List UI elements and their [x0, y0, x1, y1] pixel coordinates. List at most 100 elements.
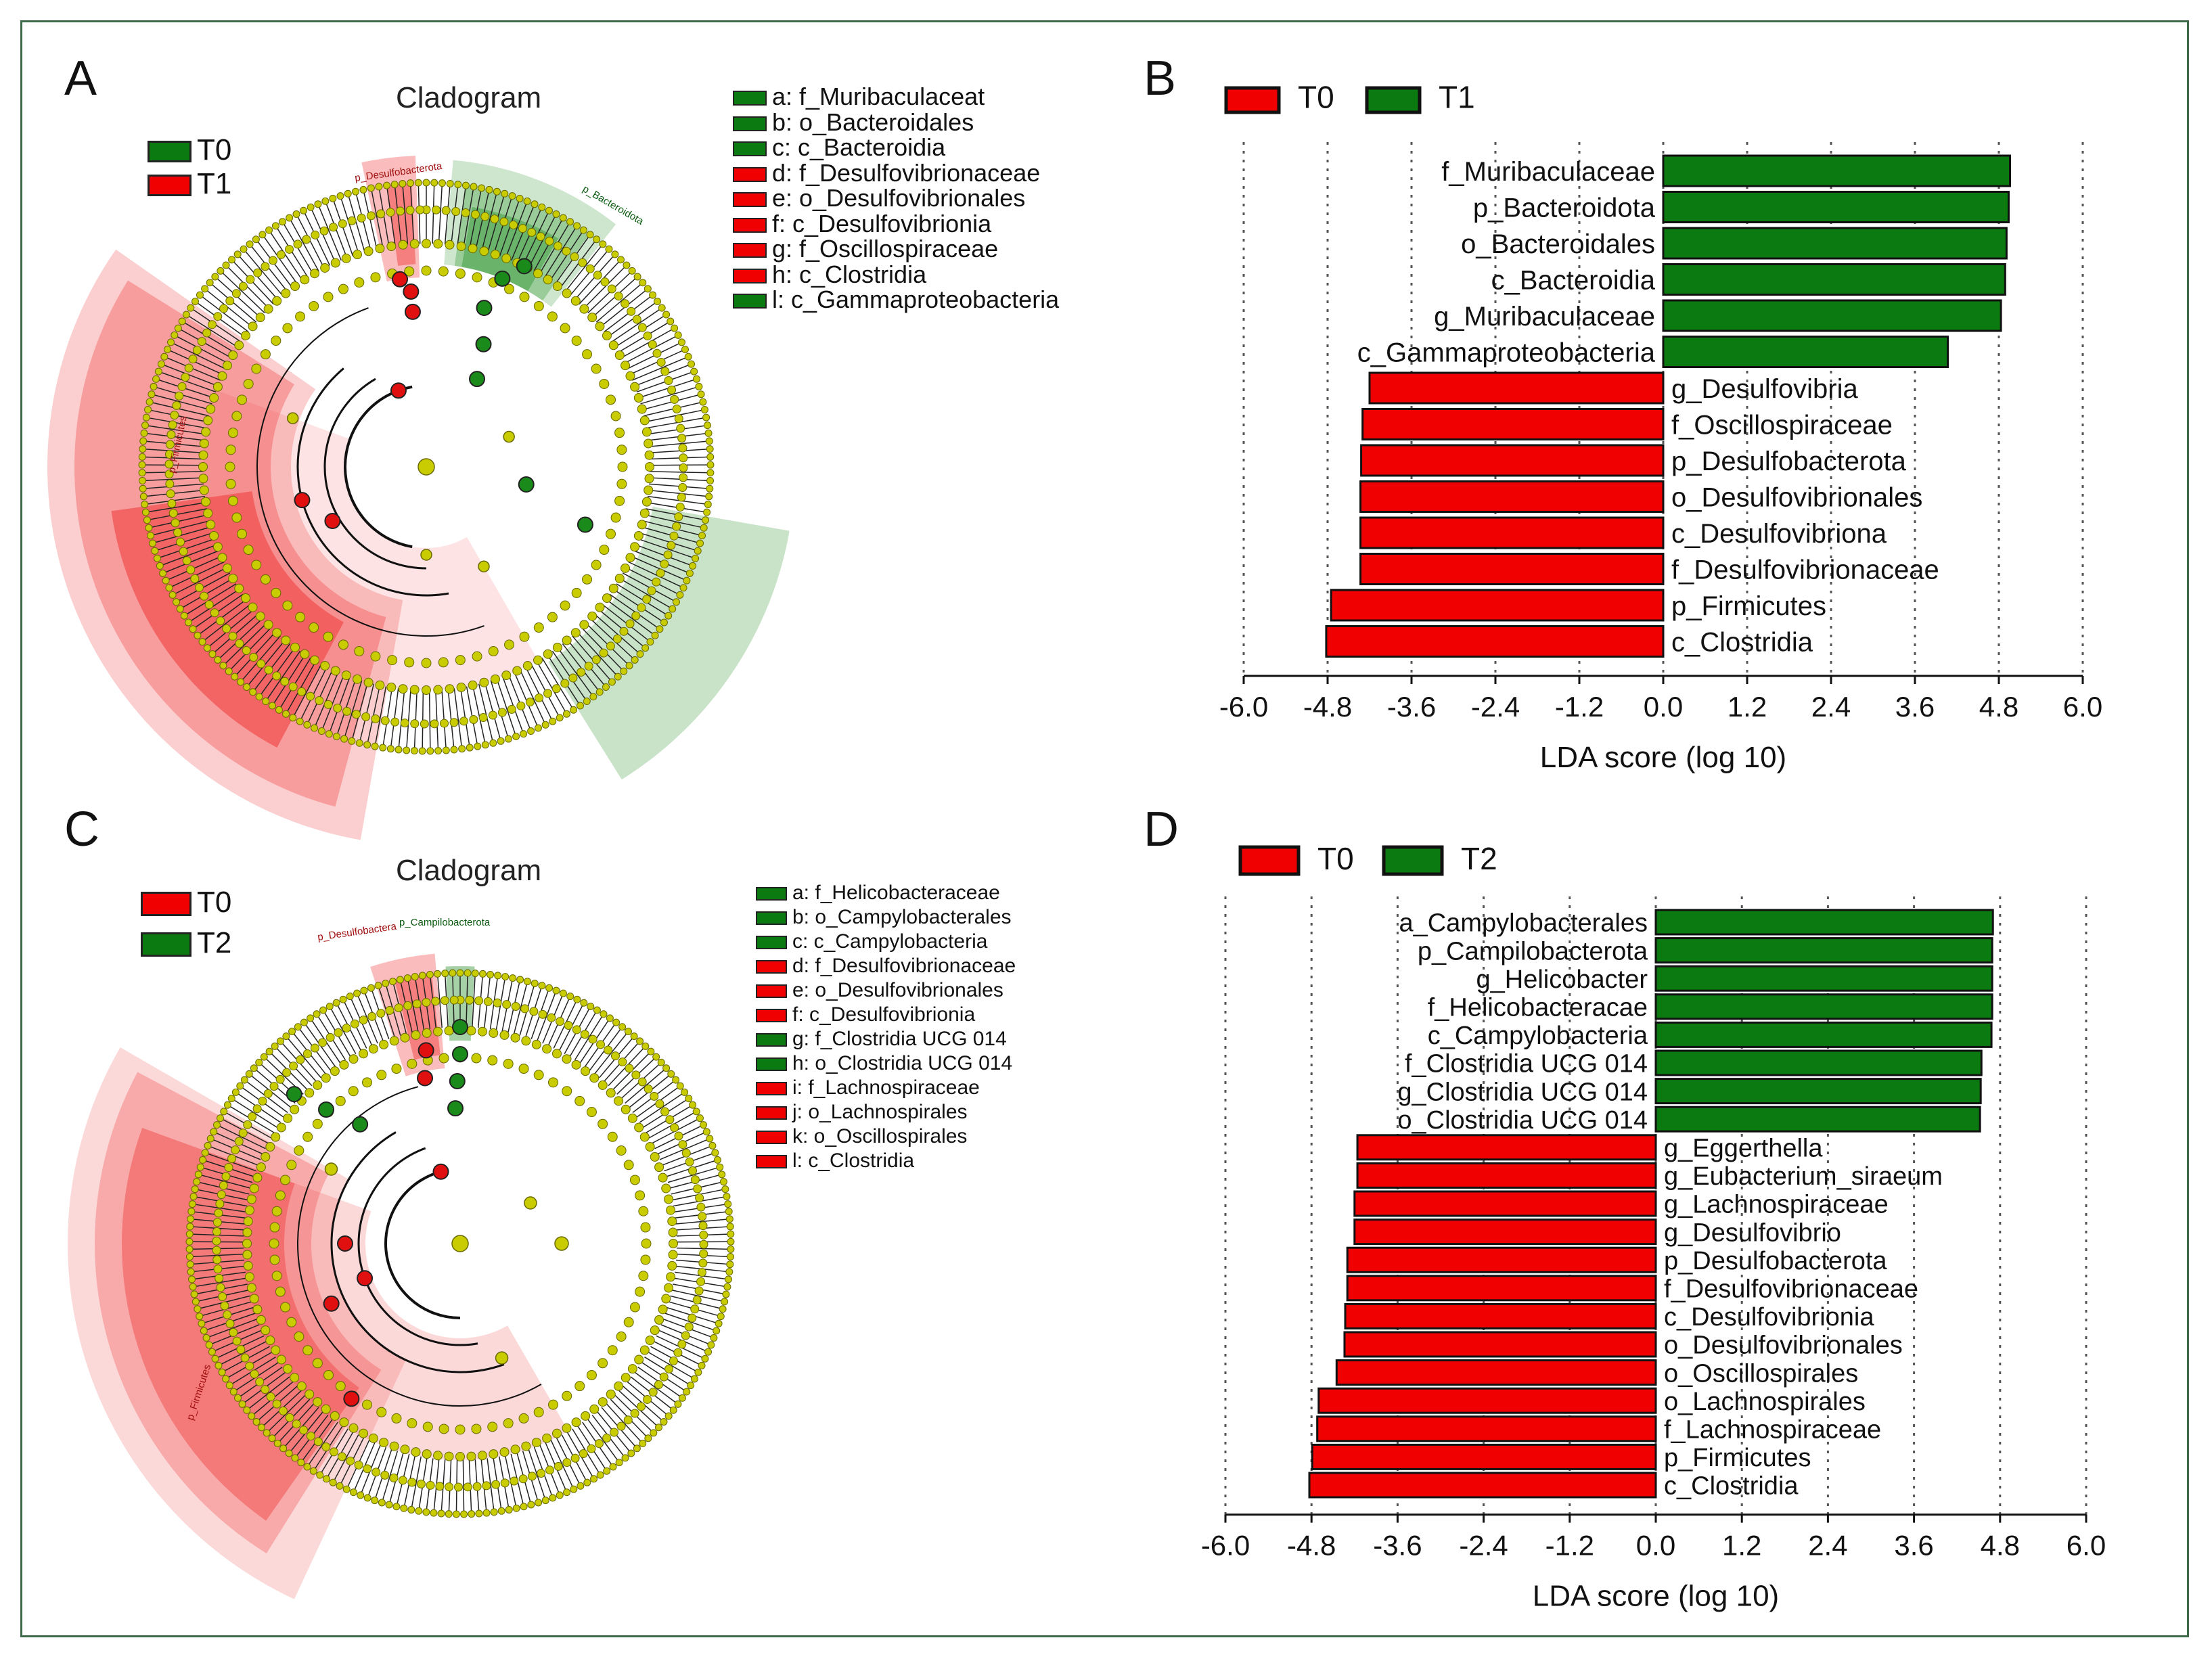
leaf-node	[386, 208, 395, 217]
leaf-node	[280, 1175, 291, 1185]
leaf-node	[533, 655, 543, 665]
leaf-node	[645, 462, 654, 472]
leaf-node	[370, 272, 381, 283]
tree-branch	[268, 229, 304, 281]
leaf-node	[368, 1433, 378, 1443]
leaf-node	[479, 246, 489, 256]
tree-branch	[579, 259, 622, 304]
bar-label: c_Clostridia	[1664, 1472, 1799, 1501]
leaf-node	[212, 1227, 221, 1236]
leaf-node	[625, 371, 635, 381]
leaf-node	[554, 1461, 563, 1471]
bar-label: o_Lachnospirales	[1664, 1388, 1866, 1416]
leaf-node	[256, 659, 266, 668]
leaf-node	[465, 995, 474, 1005]
leaf-node	[374, 982, 382, 990]
leaf-node	[599, 240, 607, 248]
leaf-node	[664, 1364, 674, 1373]
leaf-node	[422, 1421, 433, 1432]
leaf-node	[433, 685, 443, 695]
leaf-node	[367, 184, 375, 192]
leaf-node	[606, 641, 615, 651]
leaf-node	[667, 541, 676, 550]
leaf-node	[713, 1156, 721, 1164]
tree-branch	[262, 234, 298, 285]
leaf-node	[309, 300, 319, 311]
leaf-node	[639, 508, 650, 518]
leaf-node	[227, 256, 235, 264]
leaf-node	[507, 704, 516, 714]
leaf-node	[225, 1382, 233, 1390]
x-tick-label: 3.6	[1894, 1530, 1933, 1562]
leaf-node	[218, 1292, 227, 1302]
leaf-node	[545, 1465, 555, 1475]
leaf-node	[367, 1011, 377, 1021]
leaf-node	[227, 428, 238, 438]
leaf-node	[340, 735, 348, 743]
leaf-node	[685, 569, 694, 577]
leaf-node	[706, 461, 715, 469]
leaf-node	[460, 1510, 468, 1518]
leaf-node	[310, 1043, 319, 1053]
leaf-node	[208, 650, 217, 658]
leaf-node	[455, 268, 466, 279]
leaf-node	[418, 972, 426, 980]
leaf-node	[647, 1047, 655, 1055]
leaf-node	[206, 279, 214, 287]
leaf-node	[570, 706, 578, 714]
leaf-node	[198, 474, 208, 484]
leaf-node	[510, 1444, 520, 1455]
legend-text: f: c_Desulfovibrionia	[772, 209, 992, 237]
tree-branch	[243, 248, 284, 296]
leaf-node	[624, 1028, 632, 1036]
bar	[1346, 1275, 1657, 1302]
leaf-node	[639, 1345, 650, 1355]
leaf-node	[366, 211, 376, 221]
leaf-node	[185, 1245, 194, 1253]
leaf-node	[346, 993, 354, 1001]
leaf-node	[217, 267, 225, 275]
leaf-node	[283, 1364, 293, 1374]
leaf-node	[586, 1107, 597, 1118]
leaf-node	[516, 701, 526, 710]
leaf-node	[190, 1290, 198, 1298]
leaf-node	[525, 698, 535, 707]
leaf-node	[231, 1145, 240, 1155]
leaf-node	[198, 1319, 206, 1327]
leaf-node	[252, 1304, 263, 1315]
leaf-node	[627, 1449, 635, 1457]
leaf-node	[300, 1018, 308, 1026]
tree-branch	[606, 599, 656, 636]
leaf-node	[265, 226, 273, 234]
leaf-node	[302, 1345, 313, 1356]
leaf-node	[516, 976, 524, 984]
leaf-node	[579, 620, 589, 630]
leaf-node	[234, 1137, 244, 1146]
leaf-node	[669, 531, 679, 541]
leaf-node	[562, 1458, 572, 1467]
leaf-node	[390, 181, 399, 189]
leaf-node	[648, 1388, 658, 1397]
leaf-node	[261, 1325, 271, 1336]
tree-arc	[297, 1086, 542, 1407]
leaf-node	[225, 461, 235, 472]
leaf-node	[562, 288, 572, 298]
bar-label: c_Gammaproteobacteria	[1357, 338, 1656, 367]
tree-branch	[645, 409, 705, 423]
leaf-node	[336, 192, 344, 200]
leaf-node	[389, 1473, 399, 1482]
leaf-node	[201, 285, 209, 293]
leaf-node	[193, 1178, 201, 1186]
leaf-node	[438, 1053, 449, 1064]
leaf-node	[673, 1348, 683, 1357]
leaf-node	[242, 1227, 252, 1237]
leaf-node	[666, 1272, 676, 1282]
legend-item-d: d: f_Desulfovibrionaceae	[733, 160, 1040, 185]
leaf-node	[198, 450, 208, 460]
leaf-node	[656, 568, 665, 578]
leaf-node	[361, 712, 371, 721]
leaf-node	[238, 1400, 246, 1408]
internal-node	[420, 549, 432, 561]
leaf-node	[570, 1485, 578, 1493]
leaf-node	[180, 612, 188, 620]
